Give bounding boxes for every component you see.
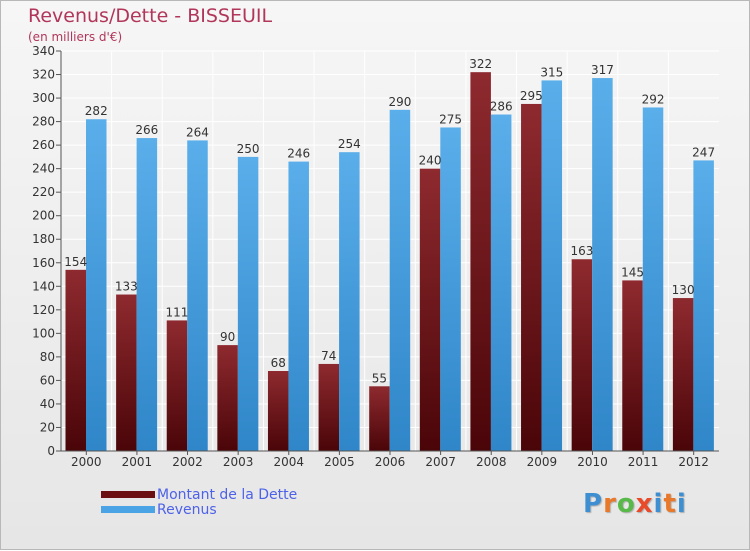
label-revenus: 292 bbox=[642, 92, 665, 106]
bar-dette bbox=[217, 345, 238, 451]
y-tick-label: 200 bbox=[32, 209, 55, 223]
x-tick-label: 2004 bbox=[273, 455, 304, 469]
y-tick-label: 260 bbox=[32, 138, 55, 152]
legend: Montant de la Dette Revenus bbox=[101, 486, 298, 518]
label-dette: 111 bbox=[166, 305, 189, 319]
x-tick-label: 2002 bbox=[172, 455, 203, 469]
bar-revenus bbox=[136, 138, 158, 451]
legend-swatch-revenus bbox=[101, 506, 155, 513]
bar-dette bbox=[166, 320, 188, 451]
label-dette: 240 bbox=[419, 154, 442, 168]
y-tick-label: 320 bbox=[32, 68, 55, 82]
label-dette: 68 bbox=[271, 356, 286, 370]
label-revenus: 290 bbox=[388, 95, 411, 109]
label-dette: 295 bbox=[520, 89, 543, 103]
bar-dette bbox=[267, 371, 289, 451]
bar-revenus bbox=[339, 152, 360, 452]
label-dette: 322 bbox=[469, 57, 492, 71]
chart-title: Revenus/Dette - BISSEUIL bbox=[28, 5, 273, 27]
bar-revenus bbox=[440, 127, 461, 452]
label-revenus: 286 bbox=[490, 100, 513, 114]
bar-revenus bbox=[592, 78, 613, 451]
y-tick-label: 60 bbox=[40, 373, 55, 387]
value-labels: 154 282 133 266 111 264 90 250 68 246 74 254 55 290 24… bbox=[64, 57, 715, 385]
bar-dette bbox=[116, 294, 137, 451]
legend-item-dette: Montant de la Dette bbox=[101, 486, 298, 503]
bar-dette bbox=[622, 280, 643, 451]
label-revenus: 275 bbox=[439, 112, 462, 126]
bars bbox=[65, 72, 714, 452]
label-dette: 130 bbox=[672, 283, 695, 297]
bar-dette bbox=[318, 363, 340, 451]
legend-item-revenus: Revenus bbox=[101, 501, 297, 518]
bar-revenus bbox=[288, 161, 309, 451]
bar-dette bbox=[672, 298, 694, 451]
x-tick-label: 2005 bbox=[324, 455, 355, 469]
label-dette: 90 bbox=[220, 330, 235, 344]
bar-dette bbox=[470, 72, 491, 452]
y-tick-label: 160 bbox=[32, 256, 55, 270]
x-tick-label: 2012 bbox=[678, 455, 709, 469]
bar-dette bbox=[65, 269, 86, 451]
legend-label-dette: Montant de la Dette bbox=[157, 486, 298, 503]
y-tick-label: 120 bbox=[32, 303, 55, 317]
x-tick-label: 2011 bbox=[628, 455, 659, 469]
bar-revenus bbox=[490, 114, 512, 451]
x-tick-label: 2008 bbox=[476, 455, 507, 469]
y-tick-label: 100 bbox=[32, 326, 55, 340]
y-tick-label: 240 bbox=[32, 162, 55, 176]
x-tick-label: 2000 bbox=[71, 455, 102, 469]
y-tick-label: 340 bbox=[32, 44, 55, 58]
bar-dette bbox=[419, 168, 441, 451]
label-dette: 145 bbox=[621, 265, 644, 279]
label-revenus: 266 bbox=[135, 123, 158, 137]
label-revenus: 282 bbox=[85, 104, 108, 118]
label-revenus: 250 bbox=[237, 142, 260, 156]
label-revenus: 315 bbox=[540, 65, 563, 79]
y-tick-label: 80 bbox=[40, 350, 55, 364]
y-tick-label: 280 bbox=[32, 115, 55, 129]
bar-revenus bbox=[541, 80, 563, 451]
label-revenus: 254 bbox=[338, 137, 361, 151]
label-revenus: 247 bbox=[692, 145, 715, 159]
bar-revenus bbox=[237, 156, 259, 451]
bar-dette bbox=[521, 103, 542, 452]
bar-revenus bbox=[642, 107, 664, 452]
proxiti-logo: Proxiti bbox=[583, 489, 687, 519]
y-tick-label: 180 bbox=[32, 232, 55, 246]
label-dette: 55 bbox=[372, 371, 387, 385]
label-dette: 74 bbox=[321, 349, 336, 363]
y-tick-label: 20 bbox=[40, 420, 55, 434]
label-dette: 154 bbox=[64, 255, 87, 269]
legend-label-revenus: Revenus bbox=[157, 501, 217, 518]
y-tick-label: 0 bbox=[47, 444, 55, 458]
axes: 0 20 40 60 80 100 120 140 160 180 200 220 240 260 280 3… bbox=[32, 44, 719, 469]
x-tick-label: 2010 bbox=[577, 455, 608, 469]
x-tick-label: 2001 bbox=[122, 455, 153, 469]
label-revenus: 246 bbox=[287, 147, 310, 161]
x-tick-label: 2006 bbox=[375, 455, 406, 469]
bar-revenus bbox=[693, 160, 714, 452]
x-tick-label: 2003 bbox=[223, 455, 254, 469]
y-tick-label: 300 bbox=[32, 91, 55, 105]
bar-dette bbox=[571, 259, 593, 451]
legend-swatch-dette bbox=[101, 491, 155, 498]
bar-revenus bbox=[86, 119, 107, 451]
bar-dette bbox=[369, 386, 390, 451]
chart-subtitle: (en milliers d'€) bbox=[28, 30, 123, 44]
label-dette: 133 bbox=[115, 280, 138, 294]
label-dette: 163 bbox=[570, 244, 593, 258]
label-revenus: 317 bbox=[591, 63, 614, 77]
bar-revenus bbox=[187, 140, 208, 452]
y-tick-label: 40 bbox=[40, 397, 55, 411]
y-tick-label: 140 bbox=[32, 279, 55, 293]
bar-revenus bbox=[389, 109, 411, 451]
label-revenus: 264 bbox=[186, 125, 209, 139]
x-tick-label: 2007 bbox=[425, 455, 456, 469]
x-tick-label: 2009 bbox=[527, 455, 558, 469]
y-tick-label: 220 bbox=[32, 185, 55, 199]
